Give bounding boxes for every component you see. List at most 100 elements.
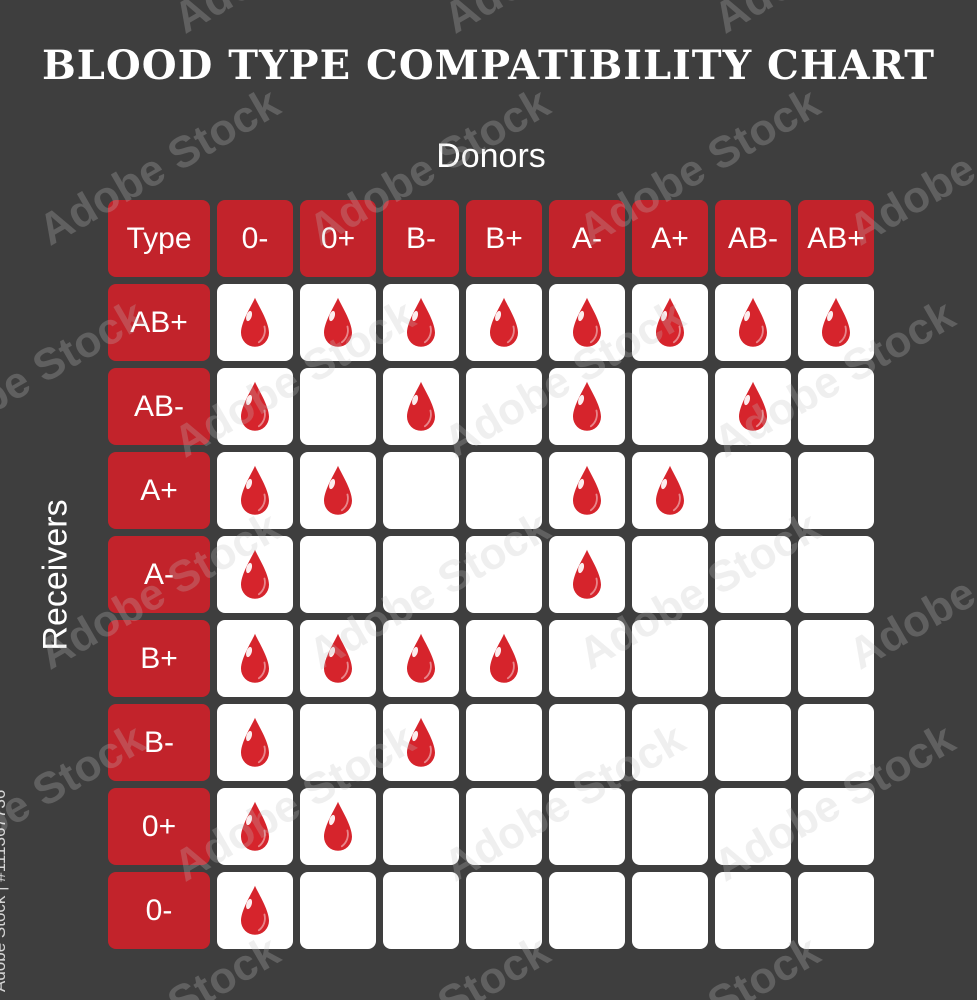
compatibility-cell-B--A- (549, 704, 625, 781)
compatibility-cell-A--A+ (632, 536, 708, 613)
receiver-label-cell-AB-: AB- (108, 368, 210, 445)
blood-drop-icon (656, 466, 684, 515)
compatibility-cell-AB+-B- (383, 284, 459, 361)
blood-drop-icon (241, 550, 269, 599)
compatibility-cell-A+-B+ (466, 452, 542, 529)
compatibility-cell-A+-AB- (715, 452, 791, 529)
compatibility-cell-0+-0- (217, 788, 293, 865)
compatibility-cell-AB--A- (549, 368, 625, 445)
donor-header-cell-AB+: AB+ (798, 200, 874, 277)
compatibility-cell-0+-AB+ (798, 788, 874, 865)
compatibility-cell-A+-A+ (632, 452, 708, 529)
donor-header-cell-A+: A+ (632, 200, 708, 277)
blood-drop-icon (407, 634, 435, 683)
blood-drop-icon (324, 634, 352, 683)
compatibility-cell-AB+-0+ (300, 284, 376, 361)
compatibility-cell-A+-A- (549, 452, 625, 529)
blood-drop-icon (573, 466, 601, 515)
receiver-label-cell-AB+: AB+ (108, 284, 210, 361)
blood-drop-icon (241, 802, 269, 851)
blood-drop-icon (407, 298, 435, 347)
compatibility-cell-0--AB+ (798, 872, 874, 949)
compatibility-cell-AB--AB- (715, 368, 791, 445)
compatibility-cell-AB+-0- (217, 284, 293, 361)
compatibility-cell-0+-AB- (715, 788, 791, 865)
blood-drop-icon (241, 298, 269, 347)
compatibility-cell-A--A- (549, 536, 625, 613)
stock-id-watermark: Adobe Stock | #111367736 (0, 789, 9, 992)
donor-header-cell-B-: B- (383, 200, 459, 277)
compatibility-cell-0--0- (217, 872, 293, 949)
compatibility-cell-0--B- (383, 872, 459, 949)
compatibility-cell-0--B+ (466, 872, 542, 949)
table-corner-cell: Type (108, 200, 210, 277)
compatibility-cell-A--0+ (300, 536, 376, 613)
receiver-label-cell-B-: B- (108, 704, 210, 781)
adobe-stock-watermark-text: Adobe Stock (436, 0, 694, 44)
blood-drop-icon (324, 802, 352, 851)
compatibility-cell-B--B- (383, 704, 459, 781)
receiver-label-cell-B+: B+ (108, 620, 210, 697)
compatibility-cell-AB--0- (217, 368, 293, 445)
compatibility-cell-A+-AB+ (798, 452, 874, 529)
receivers-axis-label: Receivers (36, 499, 75, 651)
compatibility-cell-B--0- (217, 704, 293, 781)
compatibility-cell-B+-B+ (466, 620, 542, 697)
compatibility-cell-0--A+ (632, 872, 708, 949)
page-title: BLOOD TYPE COMPATIBILITY CHART (41, 42, 936, 89)
blood-drop-icon (241, 886, 269, 935)
compatibility-cell-B+-AB- (715, 620, 791, 697)
compatibility-cell-0+-A+ (632, 788, 708, 865)
compatibility-cell-A--0- (217, 536, 293, 613)
compatibility-cell-B+-0+ (300, 620, 376, 697)
blood-drop-icon (324, 298, 352, 347)
compatibility-cell-0--AB- (715, 872, 791, 949)
receiver-label-cell-A-: A- (108, 536, 210, 613)
compatibility-cell-A--AB+ (798, 536, 874, 613)
donor-header-cell-A-: A- (549, 200, 625, 277)
blood-drop-icon (656, 298, 684, 347)
adobe-stock-watermark-text: Adobe Stock (0, 0, 153, 44)
blood-drop-icon (241, 634, 269, 683)
compatibility-cell-B--B+ (466, 704, 542, 781)
compatibility-cell-B--AB- (715, 704, 791, 781)
compatibility-cell-0+-A- (549, 788, 625, 865)
blood-drop-icon (324, 466, 352, 515)
blood-drop-icon (573, 298, 601, 347)
compatibility-cell-AB--0+ (300, 368, 376, 445)
blood-drop-icon (822, 298, 850, 347)
compatibility-cell-A+-0+ (300, 452, 376, 529)
adobe-stock-watermark-text: Adobe Stock (706, 0, 964, 44)
donor-header-cell-AB-: AB- (715, 200, 791, 277)
compatibility-cell-A+-B- (383, 452, 459, 529)
adobe-stock-watermark-text: Adobe Stock (166, 0, 424, 44)
compatibility-cell-B+-A+ (632, 620, 708, 697)
compatibility-cell-B+-0- (217, 620, 293, 697)
compatibility-cell-AB--A+ (632, 368, 708, 445)
compatibility-cell-AB+-AB+ (798, 284, 874, 361)
compatibility-cell-0+-B- (383, 788, 459, 865)
donor-header-cell-B+: B+ (466, 200, 542, 277)
compatibility-cell-B--A+ (632, 704, 708, 781)
receiver-label-cell-0-: 0- (108, 872, 210, 949)
compatibility-cell-B+-B- (383, 620, 459, 697)
blood-drop-icon (739, 382, 767, 431)
blood-drop-icon (739, 298, 767, 347)
compatibility-cell-AB+-A+ (632, 284, 708, 361)
compatibility-cell-A--AB- (715, 536, 791, 613)
compatibility-cell-AB+-B+ (466, 284, 542, 361)
compatibility-cell-0+-B+ (466, 788, 542, 865)
compatibility-cell-B--0+ (300, 704, 376, 781)
blood-drop-icon (407, 718, 435, 767)
compatibility-cell-AB--AB+ (798, 368, 874, 445)
blood-drop-icon (490, 298, 518, 347)
compatibility-cell-AB+-A- (549, 284, 625, 361)
blood-drop-icon (241, 382, 269, 431)
blood-drop-icon (241, 718, 269, 767)
compatibility-cell-B+-AB+ (798, 620, 874, 697)
compatibility-cell-B--AB+ (798, 704, 874, 781)
compatibility-cell-AB--B- (383, 368, 459, 445)
donor-header-cell-0-: 0- (217, 200, 293, 277)
compatibility-cell-A--B- (383, 536, 459, 613)
